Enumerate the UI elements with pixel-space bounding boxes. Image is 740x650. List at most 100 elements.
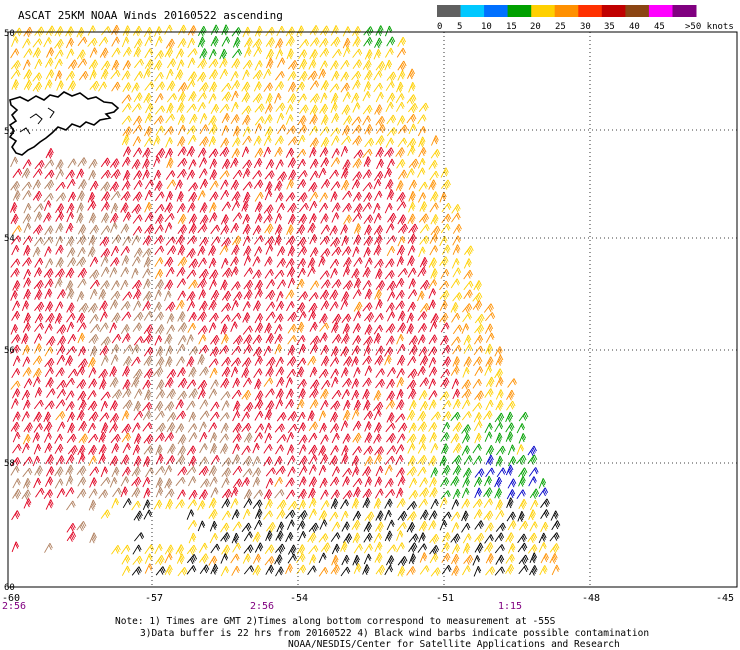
legend-label: 30 — [580, 22, 591, 32]
wind-barb — [33, 423, 44, 433]
wind-barb — [55, 257, 64, 268]
wind-barb — [242, 455, 253, 467]
wind-barb — [296, 302, 306, 313]
wind-barb — [277, 124, 287, 135]
wind-barb — [429, 202, 439, 213]
wind-barb — [397, 60, 407, 72]
wind-barb — [188, 223, 197, 235]
wind-barb — [320, 114, 329, 126]
wind-barb — [352, 510, 362, 521]
wind-barb — [417, 443, 427, 454]
wind-barb — [54, 70, 63, 81]
wind-barb — [286, 444, 295, 455]
wind-barb — [329, 411, 339, 423]
wind-barb — [242, 181, 253, 191]
wind-barb — [407, 145, 416, 156]
wind-barb — [529, 565, 538, 576]
wind-barb — [373, 70, 383, 81]
wind-barb — [287, 311, 298, 323]
wind-barb — [254, 423, 265, 434]
wind-barb — [65, 26, 74, 37]
wind-barb — [233, 291, 243, 301]
wind-barb — [298, 343, 307, 355]
wind-barb — [364, 49, 373, 61]
wind-barb — [177, 157, 188, 168]
wind-barb — [351, 455, 360, 467]
wind-barb — [474, 487, 483, 499]
wind-barb — [176, 102, 185, 114]
wind-barb — [10, 457, 21, 467]
wind-barb — [131, 203, 142, 215]
wind-barb — [164, 488, 175, 499]
wind-barb — [264, 556, 275, 566]
wind-barb — [342, 46, 351, 58]
wind-barb — [176, 191, 184, 203]
wind-barb — [285, 235, 296, 246]
wind-barb — [153, 301, 162, 312]
wind-barb — [132, 136, 142, 147]
wind-barb — [298, 124, 308, 135]
wind-barb — [254, 390, 264, 402]
wind-barb — [439, 280, 450, 291]
wind-barb — [373, 433, 382, 444]
wind-barb — [88, 334, 99, 345]
wind-barb — [307, 257, 316, 269]
wind-barb — [32, 47, 42, 59]
wind-barb — [121, 156, 131, 167]
wind-barb — [340, 224, 349, 235]
wind-barb — [352, 48, 363, 58]
wind-barb — [164, 290, 172, 302]
wind-barb — [143, 368, 154, 379]
wind-barb — [397, 137, 408, 148]
wind-barb — [89, 288, 98, 300]
wind-barb — [473, 345, 484, 356]
wind-barb — [297, 510, 308, 521]
wind-barb — [384, 270, 395, 280]
wind-barb — [77, 278, 87, 289]
wind-barb — [87, 246, 96, 258]
wind-barb — [518, 564, 529, 575]
wind-barb — [34, 313, 44, 324]
wind-barb — [133, 147, 143, 158]
wind-barb — [307, 410, 315, 422]
wind-barb — [363, 235, 373, 247]
wind-barb — [121, 565, 131, 576]
wind-barb — [165, 38, 175, 50]
wind-barb — [23, 378, 33, 389]
wind-barb — [176, 343, 186, 354]
wind-barb — [132, 422, 141, 433]
wind-barb — [144, 179, 154, 190]
wind-barb — [187, 202, 196, 213]
wind-barb — [428, 159, 438, 170]
wind-barb — [296, 564, 307, 575]
wind-barb — [276, 25, 285, 37]
wind-barb — [133, 170, 143, 181]
wind-barb — [397, 310, 406, 322]
wind-barb — [330, 191, 338, 202]
wind-barb — [32, 190, 43, 202]
wind-barb — [286, 224, 294, 236]
wind-barb — [407, 443, 416, 454]
wind-barb — [362, 169, 372, 180]
wind-barb — [254, 123, 263, 134]
wind-barb — [77, 224, 87, 236]
wind-barb — [363, 36, 373, 47]
wind-barb — [428, 378, 437, 390]
wind-barb — [111, 344, 120, 355]
wind-barb — [408, 335, 419, 346]
wind-barb — [54, 443, 64, 454]
wind-barb — [308, 421, 319, 432]
wind-barb — [65, 475, 74, 486]
wind-barb — [385, 137, 395, 148]
wind-barb — [199, 202, 208, 214]
wind-barb — [121, 432, 132, 443]
wind-barb — [341, 179, 350, 191]
wind-barb — [297, 179, 307, 189]
wind-barb — [308, 464, 317, 475]
wind-barb — [175, 69, 184, 81]
wind-barb — [342, 280, 354, 291]
wind-barb — [297, 246, 308, 257]
wind-barb — [186, 291, 196, 302]
wind-barb — [442, 356, 452, 367]
wind-barb — [76, 212, 84, 224]
